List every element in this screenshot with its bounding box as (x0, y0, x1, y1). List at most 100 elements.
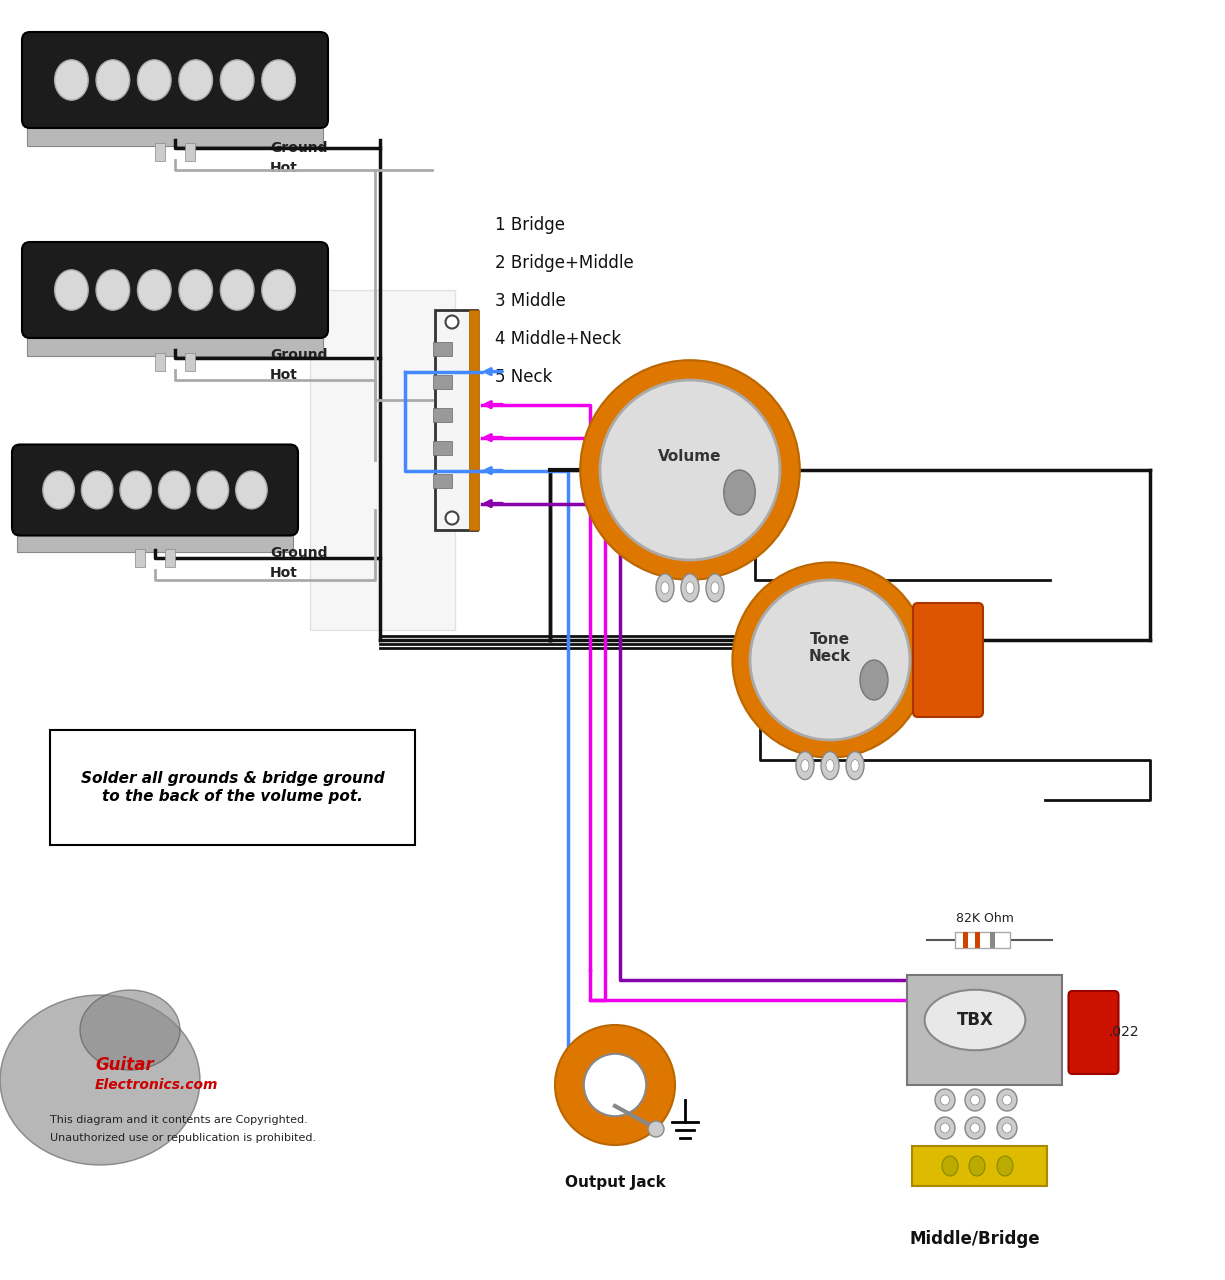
Bar (135, 549, 145, 567)
Ellipse shape (724, 470, 756, 515)
Bar (975, 932, 980, 948)
Text: Hot: Hot (270, 161, 298, 175)
Ellipse shape (796, 751, 813, 780)
Ellipse shape (1002, 1123, 1012, 1133)
Bar (435, 310, 477, 530)
Text: 3 Middle: 3 Middle (495, 292, 566, 310)
Ellipse shape (262, 270, 295, 310)
FancyBboxPatch shape (22, 32, 328, 128)
Ellipse shape (681, 573, 699, 602)
Text: This diagram and it contents are Copyrighted.: This diagram and it contents are Copyrig… (50, 1115, 307, 1125)
Ellipse shape (860, 660, 888, 700)
Ellipse shape (81, 471, 113, 509)
Text: Tone
Neck: Tone Neck (808, 632, 851, 664)
Text: .022: .022 (1109, 1025, 1139, 1039)
Text: Ground: Ground (270, 141, 327, 155)
Ellipse shape (96, 60, 130, 100)
Ellipse shape (220, 270, 254, 310)
Text: TBX: TBX (957, 1011, 993, 1029)
Circle shape (581, 360, 800, 580)
Ellipse shape (80, 989, 180, 1070)
Ellipse shape (55, 60, 88, 100)
FancyBboxPatch shape (1068, 991, 1118, 1074)
Bar (432, 342, 452, 356)
Ellipse shape (970, 1094, 980, 1105)
Text: Volume: Volume (658, 449, 722, 465)
Text: Ground: Ground (270, 348, 327, 362)
Bar (432, 375, 452, 389)
Circle shape (555, 1025, 675, 1146)
Ellipse shape (662, 582, 669, 594)
Circle shape (750, 580, 910, 740)
Ellipse shape (925, 989, 1025, 1051)
Ellipse shape (235, 471, 267, 509)
Bar (27, 118, 323, 146)
Bar (185, 353, 195, 371)
Ellipse shape (801, 759, 808, 772)
Text: Solder all grounds & bridge ground
to the back of the volume pot.: Solder all grounds & bridge ground to th… (81, 772, 385, 804)
Ellipse shape (935, 1117, 956, 1139)
Text: Electronics.com: Electronics.com (96, 1078, 218, 1092)
Ellipse shape (846, 751, 864, 780)
Bar (156, 143, 165, 161)
Ellipse shape (965, 1117, 985, 1139)
Bar (17, 526, 293, 552)
Circle shape (584, 1053, 647, 1116)
Bar (469, 310, 479, 530)
Text: 82K Ohm: 82K Ohm (956, 911, 1014, 924)
Ellipse shape (137, 270, 172, 310)
Ellipse shape (941, 1123, 949, 1133)
Ellipse shape (137, 60, 172, 100)
FancyBboxPatch shape (913, 603, 982, 717)
Ellipse shape (446, 315, 458, 329)
Text: Unauthorized use or republication is prohibited.: Unauthorized use or republication is pro… (50, 1133, 316, 1143)
Ellipse shape (851, 759, 859, 772)
Ellipse shape (935, 1089, 956, 1111)
Ellipse shape (970, 1123, 980, 1133)
Text: 2 Bridge+Middle: 2 Bridge+Middle (495, 253, 633, 273)
FancyBboxPatch shape (12, 444, 298, 535)
Ellipse shape (941, 1094, 949, 1105)
Ellipse shape (942, 1156, 958, 1176)
Text: Ground: Ground (270, 547, 327, 561)
Bar (156, 353, 165, 371)
Ellipse shape (43, 471, 75, 509)
Bar (908, 975, 1062, 1085)
Ellipse shape (446, 512, 458, 525)
Bar (165, 549, 175, 567)
Bar (50, 730, 415, 845)
Bar (185, 143, 195, 161)
Bar (432, 407, 452, 421)
Bar (310, 291, 454, 630)
Bar (956, 932, 1009, 948)
Ellipse shape (179, 60, 212, 100)
Ellipse shape (997, 1089, 1017, 1111)
Text: 5 Neck: 5 Neck (495, 369, 552, 387)
Bar (27, 328, 323, 356)
Ellipse shape (821, 751, 839, 780)
Text: Guitar: Guitar (96, 1056, 154, 1074)
Text: Hot: Hot (270, 566, 298, 580)
Ellipse shape (262, 60, 295, 100)
Ellipse shape (826, 759, 834, 772)
Ellipse shape (710, 582, 719, 594)
Text: 1 Bridge: 1 Bridge (495, 216, 565, 234)
Ellipse shape (706, 573, 724, 602)
Bar (432, 440, 452, 454)
Text: 4 Middle+Neck: 4 Middle+Neck (495, 330, 621, 348)
Ellipse shape (997, 1117, 1017, 1139)
Bar (913, 1146, 1047, 1187)
Text: Middle/Bridge: Middle/Bridge (910, 1230, 1040, 1248)
Ellipse shape (220, 60, 254, 100)
Ellipse shape (657, 573, 674, 602)
Bar (990, 932, 995, 948)
Ellipse shape (55, 270, 88, 310)
Ellipse shape (1002, 1094, 1012, 1105)
Circle shape (733, 562, 927, 758)
Bar (963, 932, 968, 948)
Ellipse shape (96, 270, 130, 310)
Ellipse shape (179, 270, 212, 310)
Circle shape (648, 1121, 664, 1137)
FancyBboxPatch shape (22, 242, 328, 338)
Circle shape (600, 380, 780, 561)
